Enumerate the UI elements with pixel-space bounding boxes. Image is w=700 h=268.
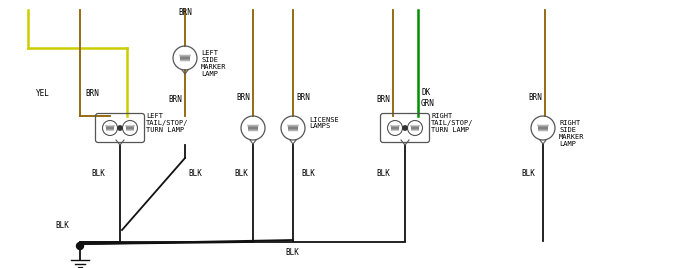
Text: BRN: BRN: [236, 94, 250, 102]
Circle shape: [118, 126, 122, 130]
Text: BLK: BLK: [91, 169, 105, 177]
Text: BRN: BRN: [376, 95, 390, 105]
Text: BLK: BLK: [376, 169, 390, 177]
Text: DK
GRN: DK GRN: [421, 88, 435, 108]
Text: BRN: BRN: [528, 94, 542, 102]
Circle shape: [76, 243, 83, 250]
Text: BRN: BRN: [85, 88, 99, 98]
Text: BLK: BLK: [188, 169, 202, 177]
Circle shape: [402, 126, 407, 130]
Text: BRN: BRN: [296, 94, 310, 102]
Text: RIGHT
SIDE
MARKER
LAMP: RIGHT SIDE MARKER LAMP: [559, 120, 584, 147]
Text: BRN: BRN: [168, 95, 182, 105]
Text: LEFT
TAIL/STOP/
TURN LAMP: LEFT TAIL/STOP/ TURN LAMP: [146, 113, 188, 133]
Text: BLK: BLK: [234, 169, 248, 177]
Text: YEL: YEL: [36, 88, 50, 98]
Text: LICENSE
LAMPS: LICENSE LAMPS: [309, 117, 339, 129]
Text: BLK: BLK: [285, 248, 299, 257]
Text: BRN: BRN: [178, 8, 192, 17]
Text: BLK: BLK: [55, 221, 69, 230]
Text: BLK: BLK: [301, 169, 315, 177]
Text: RIGHT
TAIL/STOP/
TURN LAMP: RIGHT TAIL/STOP/ TURN LAMP: [431, 113, 473, 133]
Text: BLK: BLK: [521, 169, 535, 177]
Text: LEFT
SIDE
MARKER
LAMP: LEFT SIDE MARKER LAMP: [201, 50, 227, 77]
